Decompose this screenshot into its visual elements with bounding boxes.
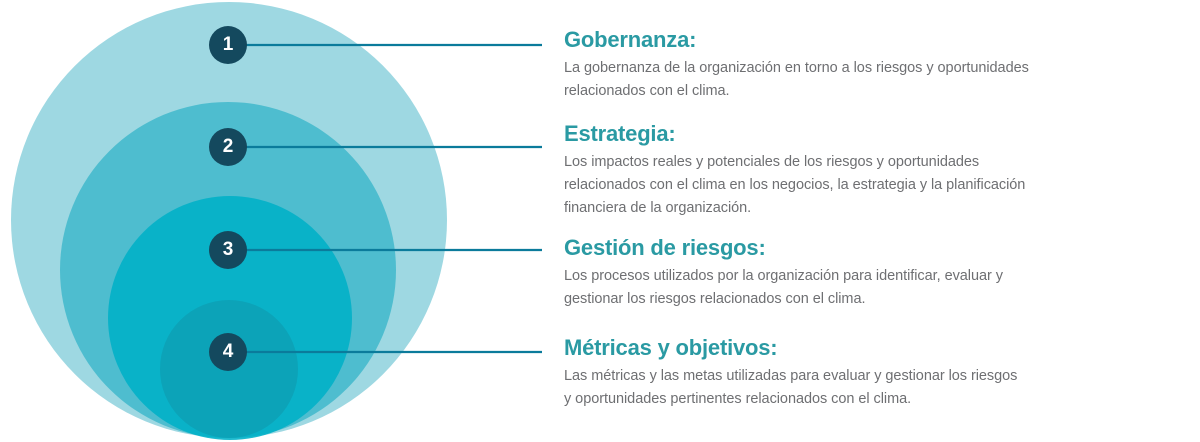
- entry-title-metricas-y-objetivos: Métricas y objetivos:: [564, 335, 778, 360]
- badge-number-1[interactable]: 1: [209, 26, 247, 64]
- badge-number-4[interactable]: 4: [209, 333, 247, 371]
- entry-body-gestion-de-riesgos: Los procesos utilizados por la organizac…: [564, 265, 1144, 311]
- entry-body-line: relacionados con el clima en los negocio…: [564, 177, 1026, 193]
- entry-body-line: relacionados con el clima.: [564, 83, 730, 99]
- descriptions-column: Gobernanza: La gobernanza de la organiza…: [564, 0, 1164, 442]
- entry-body-line: gestionar los riesgos relacionados con e…: [564, 291, 866, 307]
- entry-title-estrategia: Estrategia:: [564, 121, 676, 146]
- entry-body-line: La gobernanza de la organización en torn…: [564, 60, 1029, 76]
- entry-body-line: Las métricas y las metas utilizadas para…: [564, 368, 1018, 384]
- entry-body-metricas-y-objetivos: Las métricas y las metas utilizadas para…: [564, 365, 1144, 411]
- badge-number-2[interactable]: 2: [209, 128, 247, 166]
- badge-number-3[interactable]: 3: [209, 231, 247, 269]
- entry-estrategia: Estrategia: Los impactos reales y potenc…: [564, 120, 1144, 220]
- entry-body-line: Los impactos reales y potenciales de los…: [564, 154, 980, 170]
- entry-title-gobernanza: Gobernanza:: [564, 27, 697, 52]
- entry-body-line: Los procesos utilizados por la organizac…: [564, 268, 1003, 284]
- entry-body-gobernanza: La gobernanza de la organización en torn…: [564, 57, 1144, 103]
- entry-title-gestion-de-riesgos: Gestión de riesgos:: [564, 235, 766, 260]
- entry-body-estrategia: Los impactos reales y potenciales de los…: [564, 151, 1144, 220]
- nested-circles-diagram: 1 2 3 4: [0, 0, 560, 442]
- entry-body-line: y oportunidades pertinentes relacionados…: [564, 391, 912, 407]
- entry-body-line: financiera de la organización.: [564, 200, 752, 216]
- nested-circles-svg: [11, 2, 542, 440]
- entry-gobernanza: Gobernanza: La gobernanza de la organiza…: [564, 26, 1144, 103]
- entry-metricas-y-objetivos: Métricas y objetivos: Las métricas y las…: [564, 334, 1144, 411]
- entry-gestion-de-riesgos: Gestión de riesgos: Los procesos utiliza…: [564, 234, 1144, 311]
